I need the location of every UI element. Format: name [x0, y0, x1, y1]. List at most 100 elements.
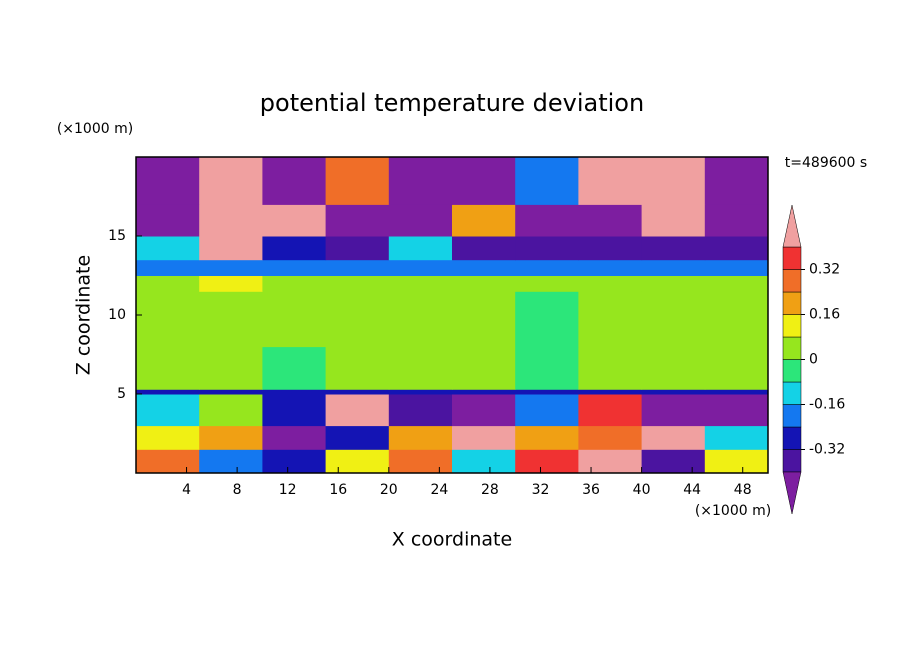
field-cell — [199, 394, 263, 427]
field-cell — [515, 259, 579, 276]
field-cell — [641, 275, 706, 292]
field-cell — [199, 389, 263, 395]
field-cell — [641, 236, 706, 261]
colorbar-label: 0.16 — [809, 307, 840, 323]
colorbar-low — [782, 471, 802, 515]
field-cell — [704, 291, 769, 348]
field-cell — [325, 425, 390, 450]
field-cell — [578, 449, 643, 474]
field-cell — [515, 425, 579, 450]
colorbar-box — [782, 246, 802, 270]
y-unit: (×1000 m) — [57, 121, 133, 137]
field-cell — [704, 275, 769, 292]
field-cell — [262, 157, 327, 205]
field-cell — [199, 449, 263, 474]
field-cell — [452, 425, 516, 450]
field-cell — [199, 236, 263, 261]
field-cell — [199, 291, 263, 348]
y-axis-label: Z coordinate — [73, 255, 95, 375]
field-cell — [388, 259, 453, 276]
field-cell — [452, 157, 516, 205]
field-cell — [515, 449, 579, 474]
field-cell — [515, 389, 579, 395]
field-cell — [452, 389, 516, 395]
colorbar-box — [782, 381, 802, 405]
field-cell — [325, 291, 390, 348]
field-cell — [325, 394, 390, 427]
field-cell — [199, 259, 263, 276]
field-cell — [578, 389, 643, 395]
field-cell — [262, 204, 327, 237]
field-cell — [704, 389, 769, 395]
field-cell — [515, 275, 579, 292]
colorbar-box — [782, 291, 802, 315]
field-cell — [136, 157, 200, 205]
field-cell — [136, 204, 200, 237]
field-cell — [136, 389, 200, 395]
field-cell — [578, 425, 643, 450]
field-cell — [704, 157, 769, 205]
y-tick-label: 10 — [108, 307, 126, 323]
field-cell — [515, 291, 579, 348]
x-tick-label: 20 — [380, 482, 398, 498]
field-cell — [452, 259, 516, 276]
field-cell — [325, 204, 390, 237]
field-cell — [452, 204, 516, 237]
field-cell — [578, 394, 643, 427]
field-cell — [388, 204, 453, 237]
y-tick-label: 15 — [108, 228, 126, 244]
colorbar-label: 0 — [809, 352, 818, 368]
field-cell — [641, 394, 706, 427]
colorbar-box — [782, 404, 802, 428]
field-cell — [388, 394, 453, 427]
field-cell — [452, 236, 516, 261]
field-cell — [136, 236, 200, 261]
field-cell — [704, 236, 769, 261]
field-cell — [641, 259, 706, 276]
colorbar-box — [782, 336, 802, 360]
field-cell — [325, 236, 390, 261]
field-cell — [388, 275, 453, 292]
field-cell — [578, 275, 643, 292]
field-cell — [641, 157, 706, 205]
field-cell — [515, 204, 579, 237]
field-cell — [325, 157, 390, 205]
colorbar-box — [782, 449, 802, 473]
colorbar-box — [782, 359, 802, 383]
field-cell — [578, 236, 643, 261]
field-cell — [641, 389, 706, 395]
field-cell — [262, 425, 327, 450]
field-cell — [325, 346, 390, 390]
field-cell — [452, 275, 516, 292]
x-tick-label: 40 — [633, 482, 651, 498]
field-cell — [578, 157, 643, 205]
field-cell — [262, 394, 327, 427]
field-cell — [704, 259, 769, 276]
field-cell — [515, 157, 579, 205]
field-cell — [136, 259, 200, 276]
field-cell — [262, 259, 327, 276]
x-tick-label: 28 — [481, 482, 499, 498]
field-cell — [136, 291, 200, 348]
field-cell — [704, 394, 769, 427]
field-cell — [452, 394, 516, 427]
field-cell — [262, 291, 327, 348]
field-cell — [515, 346, 579, 390]
field-cell — [262, 275, 327, 292]
field-cell — [262, 389, 327, 395]
x-tick-label: 12 — [279, 482, 297, 498]
field-cell — [388, 157, 453, 205]
field-cell — [704, 449, 769, 474]
field-cell — [578, 204, 643, 237]
field-cell — [641, 346, 706, 390]
field-cell — [199, 346, 263, 390]
field-cell — [578, 346, 643, 390]
x-tick-label: 36 — [582, 482, 600, 498]
field-cell — [199, 157, 263, 205]
field-cell — [452, 449, 516, 474]
colorbar-label: -0.32 — [809, 442, 845, 458]
x-tick-label: 4 — [182, 482, 191, 498]
chart-title: potential temperature deviation — [260, 89, 644, 117]
